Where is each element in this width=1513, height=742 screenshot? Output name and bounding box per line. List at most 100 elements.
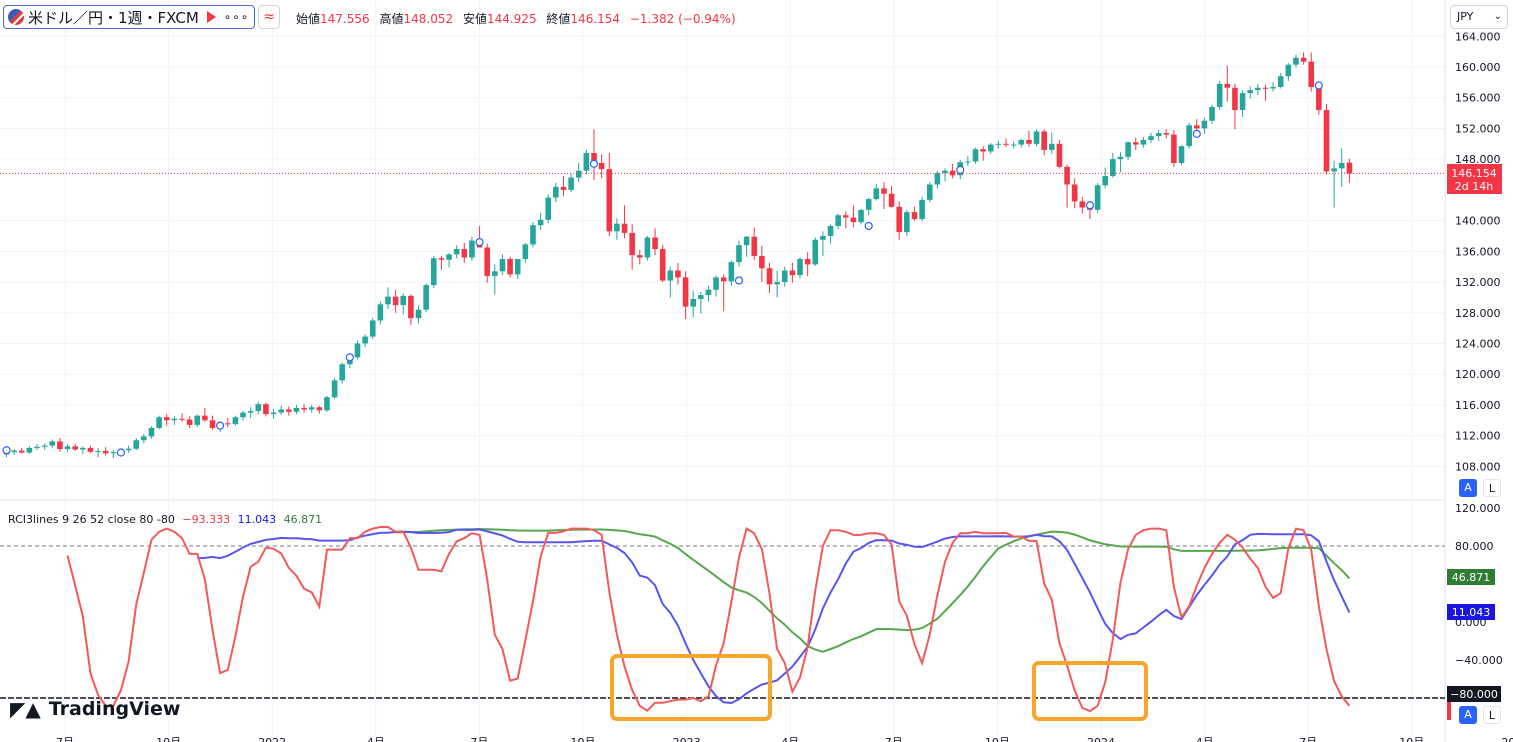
candle	[1293, 54, 1299, 68]
candle	[1338, 148, 1345, 187]
candle	[179, 413, 185, 422]
brand-name: TradingView	[48, 698, 181, 720]
candle	[1117, 152, 1124, 173]
event-marker[interactable]	[1314, 81, 1323, 90]
candle	[827, 224, 834, 244]
candle	[263, 402, 269, 417]
candle	[1193, 119, 1200, 130]
event-marker[interactable]	[216, 421, 225, 430]
candle	[453, 245, 460, 259]
time-tick-label: 2024	[1087, 736, 1115, 742]
rci-long-tag: 46.871	[1447, 569, 1495, 585]
candle	[743, 235, 750, 257]
candle	[156, 415, 162, 430]
price-tick-label: 140.000	[1455, 215, 1501, 228]
currency-selector[interactable]: JPY ⌄	[1450, 5, 1508, 29]
event-marker[interactable]	[734, 276, 744, 285]
candle	[408, 294, 414, 326]
currency-label: JPY	[1457, 10, 1474, 23]
candle	[224, 417, 231, 428]
candle	[835, 213, 841, 230]
tradingview-logo[interactable]: ◤▲ TradingView	[10, 697, 180, 721]
candle	[171, 416, 178, 425]
candle	[446, 252, 452, 268]
event-marker[interactable]	[1085, 201, 1095, 210]
candle	[232, 415, 239, 426]
candle	[1171, 129, 1177, 167]
event-marker[interactable]	[345, 353, 354, 362]
candle	[18, 447, 25, 454]
candle	[72, 443, 78, 451]
candle	[1010, 141, 1017, 149]
event-marker[interactable]	[956, 165, 965, 175]
price-tick-label: 164.000	[1455, 30, 1501, 43]
candle	[316, 405, 323, 414]
indicator-legend[interactable]: RCI3lines 9 26 52 close 80 -80 −93.333 1…	[8, 513, 322, 526]
candle	[293, 404, 300, 415]
indicator-name: RCI3lines 9 26 52 close 80 -80	[8, 513, 175, 526]
candle	[1110, 153, 1116, 178]
event-marker[interactable]	[589, 159, 599, 168]
candle	[392, 289, 399, 313]
usd-jpy-flag-icon	[8, 9, 24, 25]
candle	[1102, 167, 1109, 189]
flag-icon[interactable]	[206, 11, 216, 23]
candle	[354, 340, 361, 360]
svg-text:46.871: 46.871	[1452, 571, 1491, 584]
candle	[606, 153, 613, 236]
open-label: 始値	[296, 12, 321, 26]
candle	[362, 334, 368, 348]
rci-level-tag: −80.000	[1447, 686, 1501, 702]
event-marker[interactable]	[475, 238, 484, 247]
candle	[270, 408, 277, 419]
event-marker[interactable]	[2, 446, 11, 455]
candle	[507, 256, 513, 278]
candle	[34, 444, 40, 451]
svg-text:−80.000: −80.000	[1450, 688, 1498, 701]
time-tick-label: 4月	[1196, 736, 1214, 742]
compare-button[interactable]: ≈	[258, 5, 280, 29]
candle	[194, 414, 201, 428]
price-axis-ticks: 164.000 160.000 156.000 152.000 148.000 140.0…	[1455, 30, 1501, 473]
more-icon[interactable]: ∘∘∘	[223, 10, 250, 24]
candle	[1209, 104, 1215, 124]
price-tick-label: 136.000	[1455, 245, 1501, 258]
candle	[1148, 133, 1154, 144]
candle	[1132, 137, 1139, 150]
candle	[553, 182, 559, 203]
candle	[1071, 178, 1078, 209]
candle	[1079, 196, 1086, 214]
candle	[789, 262, 796, 283]
event-marker[interactable]	[116, 448, 126, 457]
price-tick-label: 124.000	[1455, 337, 1501, 350]
candle	[247, 407, 254, 418]
log-scale-button-lower[interactable]: L	[1483, 706, 1501, 724]
candle	[1308, 52, 1315, 92]
rci-long-value: 46.871	[283, 513, 323, 526]
candle	[987, 143, 994, 154]
price-tick-label: 160.000	[1455, 61, 1501, 74]
auto-scale-button[interactable]: A	[1459, 479, 1477, 497]
candle	[530, 222, 536, 248]
close-label: 終値	[546, 12, 571, 26]
event-marker[interactable]	[864, 221, 873, 231]
candle	[980, 146, 986, 161]
symbol-selector[interactable]: 米ドル／円・1週・FXCM ∘∘∘	[3, 5, 255, 29]
candle	[186, 416, 193, 428]
price-tick-label: 128.000	[1455, 307, 1501, 320]
candle	[141, 434, 147, 444]
candle	[583, 149, 590, 175]
price-tick-label: 112.000	[1455, 430, 1501, 443]
candle	[1003, 138, 1009, 147]
auto-scale-button-lower[interactable]: A	[1459, 706, 1477, 724]
event-marker[interactable]	[1192, 129, 1201, 138]
candle	[995, 140, 1002, 149]
candle	[766, 262, 773, 293]
bar-countdown: 2d 14h	[1455, 180, 1493, 193]
rci-tick-label: 120.000	[1455, 502, 1501, 515]
candle	[1125, 141, 1131, 160]
candle	[377, 301, 384, 325]
log-scale-button[interactable]: L	[1483, 479, 1501, 497]
